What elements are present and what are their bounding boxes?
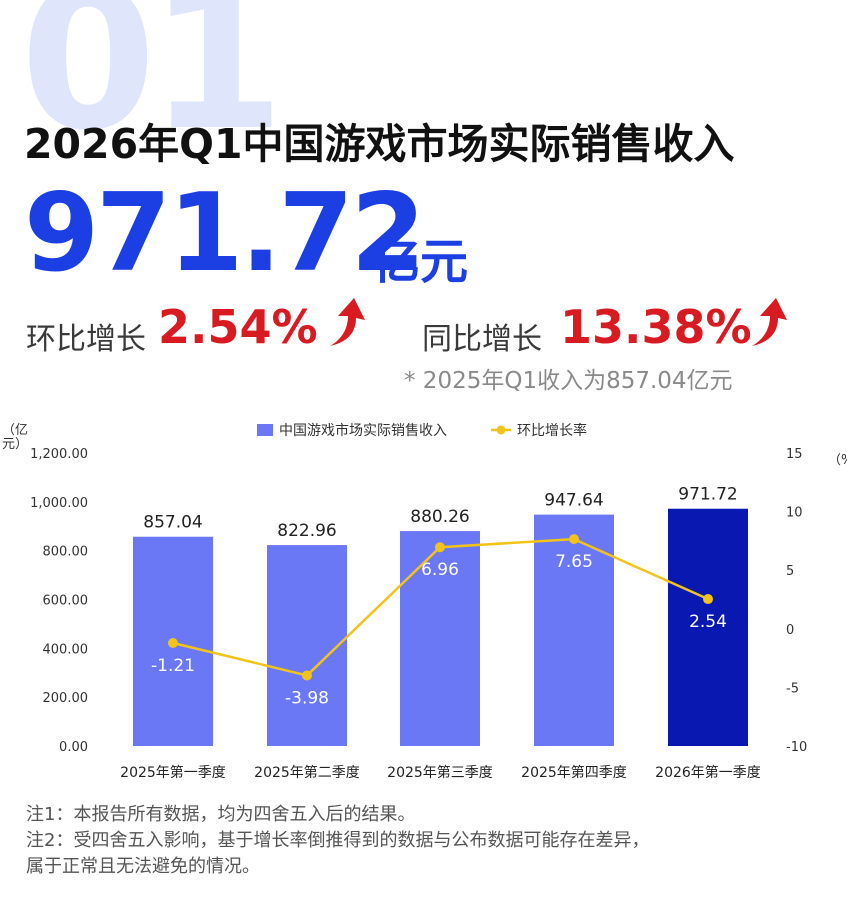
legend-bar-swatch — [257, 424, 273, 436]
growth-value-label: 6.96 — [421, 560, 459, 580]
page-title: 2026年Q1中国游戏市场实际销售收入 — [24, 120, 735, 168]
right-axis-unit: （%） — [828, 453, 847, 468]
left-axis-tick: 600.00 — [43, 594, 89, 609]
bar-value-label: 947.64 — [544, 491, 603, 511]
legend-line-marker — [496, 425, 506, 435]
bar — [400, 531, 480, 746]
headline-value: 971.72 — [24, 171, 426, 296]
growth-value-label: 7.65 — [555, 552, 593, 572]
qoq-value: 2.54% — [158, 300, 318, 354]
left-axis-tick: 1,000.00 — [30, 496, 88, 511]
growth-value-label: 2.54 — [689, 612, 727, 632]
growth-point — [569, 534, 579, 545]
footnote-2: 注2：受四舍五入影响，基于增长率倒推得到的数据与公布数据可能存在差异， — [26, 830, 650, 851]
x-axis-label: 2025年第三季度 — [387, 764, 493, 781]
headline-unit: 亿元 — [372, 234, 469, 290]
legend-bar-label: 中国游戏市场实际销售收入 — [279, 422, 447, 439]
growth-point — [435, 542, 445, 553]
footnotes: 注1：本报告所有数据，均为四舍五入后的结果。 注2：受四舍五入影响，基于增长率倒… — [26, 802, 826, 880]
growth-point — [703, 594, 713, 605]
growth-value-label: -1.21 — [151, 656, 195, 676]
legend-line-label: 环比增长率 — [517, 422, 587, 439]
left-axis-tick: 400.00 — [43, 642, 89, 657]
growth-point — [302, 670, 312, 681]
background-number: 01 — [20, 0, 285, 174]
x-axis-label: 2026年第一季度 — [655, 764, 761, 781]
left-axis-tick: 200.00 — [43, 691, 89, 706]
right-axis-tick: 15 — [786, 447, 803, 462]
bar-value-label: 880.26 — [410, 507, 469, 527]
yoy-label: 同比增长 — [422, 322, 542, 357]
footnote-3: 属于正常且无法避免的情况。 — [26, 856, 260, 877]
bar — [668, 508, 748, 746]
left-axis-tick: 0.00 — [59, 740, 88, 755]
footnote-1: 注1：本报告所有数据，均为四舍五入后的结果。 — [26, 804, 416, 825]
x-axis-label: 2025年第一季度 — [120, 764, 226, 781]
x-axis-label: 2025年第二季度 — [254, 764, 360, 781]
right-axis-tick: 5 — [786, 564, 794, 579]
bar-value-label: 971.72 — [678, 485, 737, 505]
left-axis-tick: 1,200.00 — [30, 447, 88, 462]
bar-value-label: 822.96 — [277, 521, 336, 541]
chart-legend: 中国游戏市场实际销售收入 环比增长率 — [257, 422, 587, 439]
left-axis-tick: 800.00 — [43, 545, 89, 560]
q1-2025-note: * 2025年Q1收入为857.04亿元 — [404, 368, 733, 394]
right-axis-tick: 10 — [786, 506, 803, 521]
bar — [267, 545, 347, 746]
revenue-chart: 中国游戏市场实际销售收入 环比增长率 0.00 200.00 400.00 600.0… — [30, 422, 807, 781]
bar-value-label: 857.04 — [143, 513, 202, 533]
yoy-value: 13.38% — [560, 300, 752, 354]
yoy-up-arrow-icon — [752, 298, 787, 346]
right-axis-tick: 0 — [786, 623, 794, 638]
qoq-up-arrow-icon — [330, 298, 365, 346]
bar — [534, 514, 614, 746]
growth-point — [168, 637, 178, 648]
growth-value-label: -3.98 — [285, 688, 329, 708]
right-axis-tick: -10 — [786, 740, 807, 755]
x-axis-label: 2025年第四季度 — [521, 764, 627, 781]
right-axis-tick: -5 — [786, 681, 799, 696]
qoq-label: 环比增长 — [26, 322, 146, 357]
